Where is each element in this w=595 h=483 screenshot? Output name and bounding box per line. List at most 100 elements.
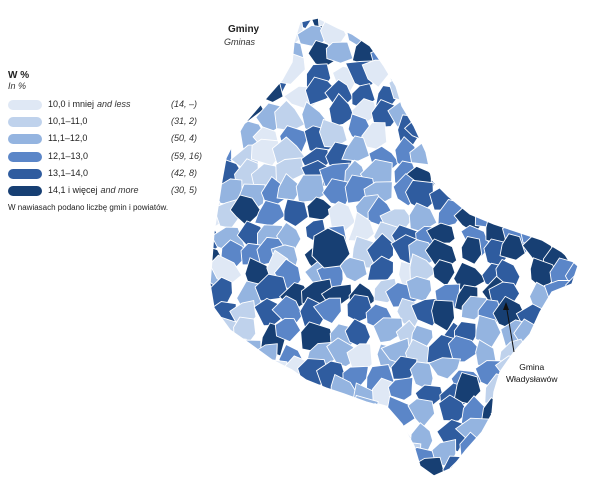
gmina-area	[563, 418, 578, 449]
gmina-area	[210, 35, 220, 63]
gmina-area	[569, 201, 578, 238]
legend-swatch	[8, 117, 42, 128]
gmina-area	[260, 40, 297, 67]
gmina-area	[473, 42, 502, 68]
gmina-area	[258, 383, 292, 411]
gmina-area	[428, 357, 462, 380]
legend-range: 14,1 i więcej and more	[48, 184, 139, 195]
gmina-area	[383, 18, 409, 29]
legend-range: 13,1–14,0	[48, 167, 89, 178]
gmina-area	[524, 183, 552, 209]
gmina-area	[551, 61, 578, 95]
gmina-area	[526, 462, 553, 476]
gmina-area	[460, 235, 483, 265]
gmina-area	[210, 95, 238, 128]
callout-arrowhead	[503, 302, 509, 310]
gmina-area	[505, 464, 536, 476]
gmina-area	[413, 55, 444, 85]
gmina-area	[402, 18, 434, 23]
gmina-area	[435, 116, 463, 148]
gmina-area	[527, 140, 561, 170]
gmina-area	[526, 330, 558, 364]
gmina-area	[515, 425, 548, 449]
gmina-area	[447, 335, 482, 363]
callout-arrow	[505, 303, 515, 353]
legend-swatch	[8, 134, 42, 145]
legend-swatch	[8, 185, 42, 196]
gmina-area	[549, 98, 578, 129]
gmina-area	[211, 67, 243, 97]
gmina-area	[564, 457, 578, 476]
legend-range: 12,1–13,0	[48, 150, 89, 161]
gmina-area	[418, 20, 444, 51]
gmina-area	[434, 76, 460, 104]
gmina-area	[345, 464, 373, 476]
gmina-area	[254, 73, 284, 103]
gmina-area	[210, 458, 222, 476]
gmina-area	[561, 176, 578, 207]
gmina-area	[519, 98, 546, 123]
gmina-area	[299, 443, 332, 474]
gmina-area	[331, 445, 355, 475]
gmina-area	[431, 137, 458, 167]
gmina-area	[406, 80, 437, 107]
gmina-area	[260, 359, 289, 393]
gmina-area	[239, 390, 267, 424]
gmina-area	[210, 390, 228, 424]
gmina-area	[414, 94, 449, 123]
gmina-area	[572, 152, 578, 187]
gmina-area	[568, 372, 578, 405]
gmina-area	[264, 457, 289, 476]
gmina-area	[323, 408, 356, 433]
gmina-area	[548, 452, 578, 476]
gmina-area	[497, 51, 527, 81]
gmina-area	[518, 122, 553, 155]
gmina-area	[521, 36, 549, 70]
gmina-area	[498, 123, 523, 157]
gmina-area	[343, 18, 371, 30]
gmina-area	[210, 18, 219, 31]
gmina-area	[545, 18, 578, 48]
gmina-area	[255, 415, 283, 447]
gmina-area	[432, 259, 456, 288]
gmina-area	[545, 172, 574, 203]
gmina-area	[352, 394, 379, 430]
legend-range: 11,1–12,0	[48, 133, 88, 144]
gmina-area	[430, 160, 460, 191]
callout-label: Gmina Władysławów	[506, 361, 558, 385]
legend-row: 11,1–12,0 (50, 4)	[8, 131, 208, 147]
gmina-area	[438, 18, 461, 46]
legend-row: 13,1–14,0 (42, 8)	[8, 166, 208, 182]
gmina-area	[571, 29, 578, 54]
legend-counts: (30, 5)	[171, 184, 198, 195]
legend-title: W %	[8, 70, 30, 81]
gmina-area	[562, 323, 578, 352]
gmina-area	[364, 439, 397, 472]
gmina-area	[538, 18, 569, 30]
gmina-area	[543, 402, 566, 433]
gmina-area	[273, 454, 308, 476]
gmina-area	[234, 413, 272, 442]
gmina-area	[210, 438, 226, 471]
gmina-area	[496, 18, 529, 31]
gmina-area	[564, 396, 578, 424]
gmina-area	[478, 457, 507, 476]
gmina-area	[450, 76, 480, 107]
gmina-area	[559, 359, 578, 391]
gmina-area	[242, 462, 268, 476]
gmina-area	[509, 159, 539, 184]
gmina-area	[525, 159, 554, 192]
gmina-area	[388, 74, 416, 102]
legend-counts: (42, 8)	[171, 167, 198, 178]
gmina-area	[372, 317, 404, 343]
gmina-area	[565, 125, 578, 153]
gmina-area	[258, 18, 285, 46]
gmina-area	[501, 441, 530, 476]
gmina-area	[474, 155, 497, 189]
gmina-area	[390, 18, 418, 39]
gmina-area	[503, 146, 528, 179]
gmina-area	[210, 21, 226, 52]
gmina-area	[434, 100, 458, 134]
gmina-area	[471, 180, 502, 217]
